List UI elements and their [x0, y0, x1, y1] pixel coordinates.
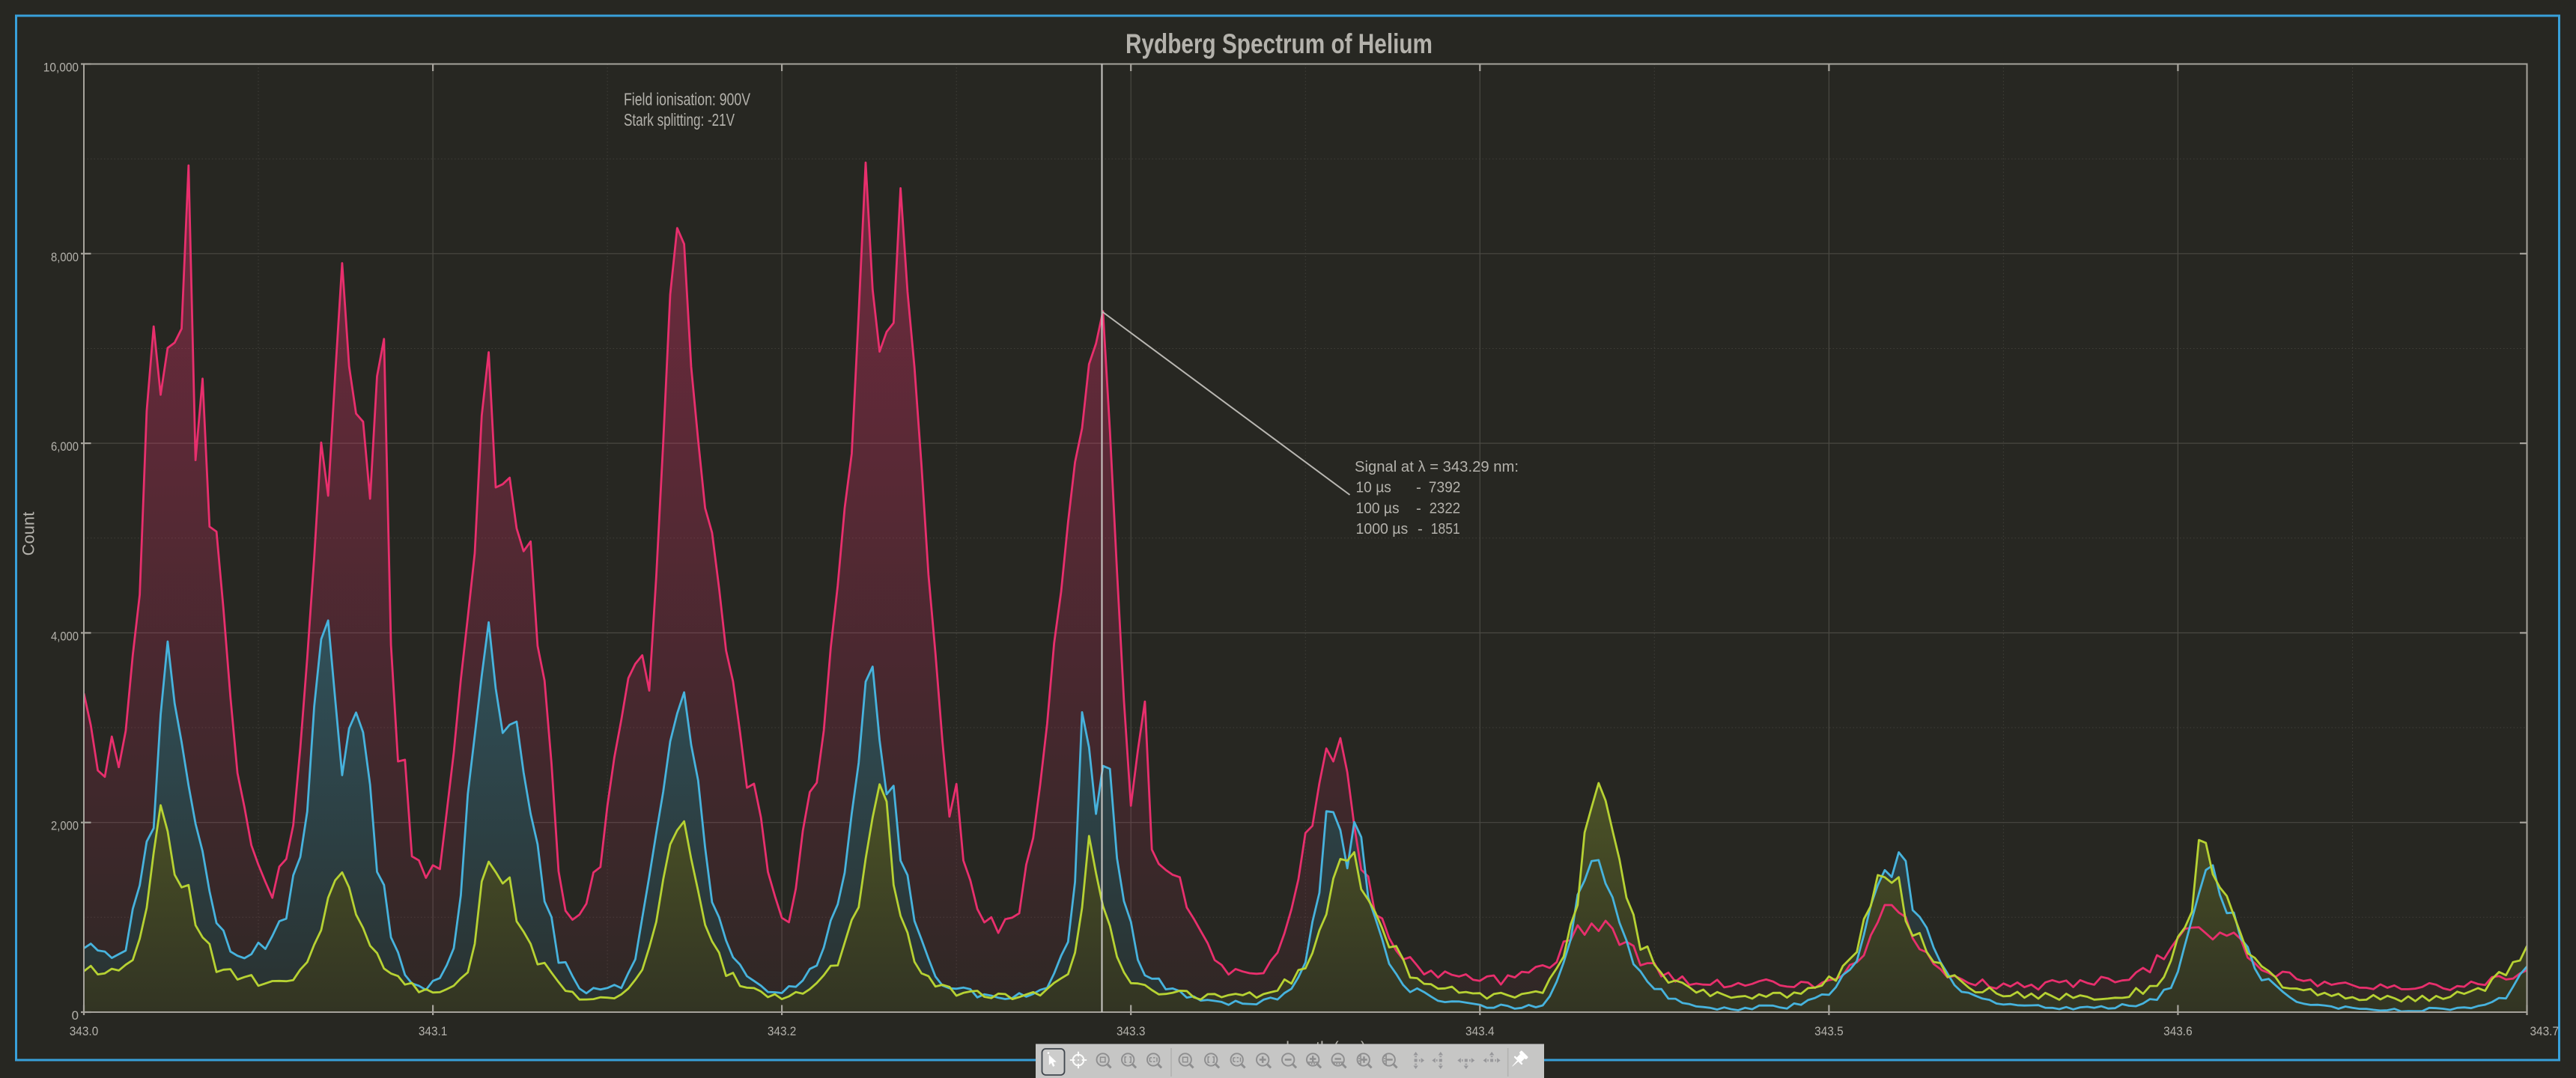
svg-text:1851: 1851 — [1431, 520, 1460, 538]
svg-text:7392: 7392 — [1429, 479, 1461, 496]
svg-text:100 µs: 100 µs — [1356, 499, 1400, 517]
svg-text:0: 0 — [72, 1008, 79, 1023]
svg-text:343.7: 343.7 — [2530, 1024, 2560, 1038]
svg-text:10,000: 10,000 — [43, 61, 79, 75]
svg-text:4,000: 4,000 — [51, 629, 79, 643]
svg-text:-: - — [1416, 499, 1421, 517]
svg-text:-: - — [1416, 479, 1421, 496]
svg-text:Count: Count — [19, 512, 38, 556]
svg-text:343.0: 343.0 — [70, 1024, 99, 1038]
svg-text:6,000: 6,000 — [51, 439, 79, 454]
svg-text:Field ionisation: 900V: Field ionisation: 900V — [624, 89, 751, 109]
svg-text:10 µs: 10 µs — [1356, 479, 1391, 496]
svg-text:2322: 2322 — [1430, 499, 1460, 517]
svg-text:-: - — [1418, 520, 1423, 538]
svg-text:Stark splitting: -21V: Stark splitting: -21V — [624, 110, 735, 130]
svg-text:343.6: 343.6 — [2163, 1024, 2193, 1038]
svg-text:343.2: 343.2 — [768, 1024, 797, 1038]
svg-text:1000 µs: 1000 µs — [1356, 520, 1409, 538]
svg-text:Rydberg Spectrum of Helium: Rydberg Spectrum of Helium — [1126, 28, 1433, 59]
svg-text:343.3: 343.3 — [1117, 1024, 1146, 1038]
svg-text:Signal at λ = 343.29 nm:: Signal at λ = 343.29 nm: — [1355, 458, 1519, 475]
svg-text:343.1: 343.1 — [419, 1024, 448, 1038]
svg-text:2,000: 2,000 — [51, 819, 79, 833]
svg-text:8,000: 8,000 — [51, 250, 79, 264]
svg-text:343.4: 343.4 — [1465, 1024, 1495, 1038]
svg-text:343.5: 343.5 — [1814, 1024, 1844, 1038]
